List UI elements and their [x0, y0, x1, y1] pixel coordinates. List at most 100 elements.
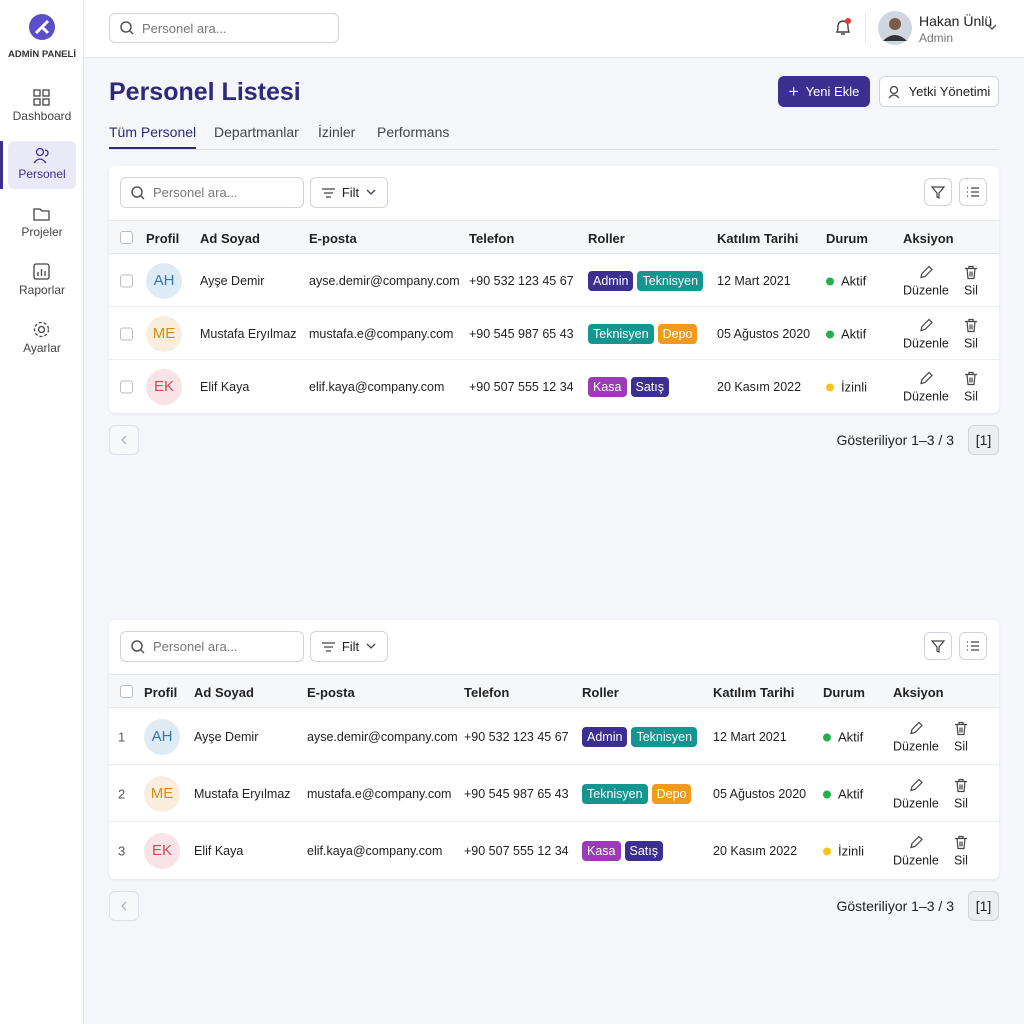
nav-label: Dashboard [12, 109, 72, 123]
filter-label: Filt [341, 639, 360, 654]
checkbox[interactable] [120, 274, 133, 287]
status-dot [826, 383, 834, 391]
prev-page[interactable] [109, 425, 139, 455]
edit-action[interactable]: Düzenle [903, 317, 949, 350]
edit-action[interactable]: Düzenle [893, 834, 939, 867]
avatar: AH [144, 718, 180, 755]
status: Aktif [823, 729, 863, 744]
delete-action[interactable]: Sil [953, 834, 969, 867]
tab[interactable]: İzinler [318, 124, 356, 140]
tab[interactable]: Departmanlar [214, 124, 299, 140]
email: ayse.demir@company.com [309, 273, 460, 288]
topbar: Personel ara... Hakan Ünlü Admin [84, 0, 1024, 58]
roles: Admin Teknisyen [588, 270, 707, 291]
roles: Admin Teknisyen [582, 726, 701, 747]
table-header: Profil Ad Soyad E-posta Telefon Roller Katılı… [109, 220, 999, 254]
nav-item[interactable]: Raporlar [8, 257, 76, 305]
roles: Teknisyen Depo [588, 323, 701, 344]
delete-action[interactable]: Sil [953, 777, 969, 810]
nav-item[interactable]: Ayarlar [8, 315, 76, 363]
active-indicator [0, 141, 3, 189]
edit-action[interactable]: Düzenle [893, 777, 939, 810]
join-date: 05 Ağustos 2020 [717, 326, 811, 341]
name: Ayşe Demir [194, 729, 259, 744]
edit-action[interactable]: Düzenle [893, 720, 939, 753]
list-icon[interactable] [959, 178, 987, 206]
delete-action[interactable]: Sil [963, 317, 979, 350]
column-header: Profil [146, 231, 180, 246]
column-header: Profil [144, 685, 178, 700]
action-label: Sil [954, 853, 968, 867]
name: Elif Kaya [200, 379, 250, 394]
row-number: 3 [118, 843, 126, 858]
sidebar: ADMİN PANELİ Dashboard Personel Projeler Ra… [0, 0, 84, 1024]
name: Mustafa Eryılmaz [200, 326, 297, 341]
action-label: Sil [964, 283, 978, 297]
edit-action[interactable]: Düzenle [903, 370, 949, 403]
nav-item[interactable]: Dashboard [8, 83, 76, 131]
pagination-info: Gösteriliyor 1–3 / 3 [836, 432, 955, 448]
search-placeholder: Personel ara... [153, 185, 238, 200]
page-title: Personel Listesi [109, 78, 301, 106]
search-placeholder: Personel ara... [142, 20, 227, 36]
page-button[interactable]: [1] [968, 425, 999, 455]
column-header: Aksiyon [893, 685, 944, 700]
column-header: Aksiyon [903, 231, 954, 246]
status: İzinli [823, 843, 864, 858]
tab[interactable]: Tüm Personel [109, 124, 197, 149]
table-row [109, 708, 999, 765]
search-box[interactable]: Personel ara... [109, 13, 339, 43]
delete-action[interactable]: Sil [963, 370, 979, 403]
phone: +90 545 987 65 43 [469, 326, 574, 341]
nav-item[interactable]: Personel [8, 141, 76, 189]
status: İzinli [826, 379, 867, 394]
roles: Kasa Satış [582, 840, 667, 861]
filter-icon[interactable] [924, 632, 952, 660]
checkbox[interactable] [120, 685, 133, 698]
email: mustafa.e@company.com [307, 786, 452, 801]
user-avatar[interactable] [878, 11, 912, 45]
role-tag: Admin [582, 726, 628, 747]
search-placeholder: Personel ara... [153, 639, 238, 654]
checkbox[interactable] [120, 231, 133, 244]
roles: Kasa Satış [588, 376, 673, 397]
table-card: Personel ara... Filt Profil Ad Soyad E-posta… [109, 166, 999, 413]
search-box[interactable]: Personel ara... [120, 177, 304, 208]
edit-action[interactable]: Düzenle [903, 264, 949, 297]
checkbox[interactable] [120, 327, 133, 340]
page-button[interactable]: [1] [968, 891, 999, 921]
role-tag: Teknisyen [582, 783, 648, 804]
avatar: EK [144, 832, 180, 869]
delete-action[interactable]: Sil [953, 720, 969, 753]
nav-label: Ayarlar [23, 341, 61, 355]
role-tag: Kasa [588, 376, 627, 397]
role-tag: Teknisyen [588, 323, 654, 344]
avatar: EK [146, 368, 182, 405]
chevron[interactable] [987, 24, 997, 32]
checkbox[interactable] [120, 380, 133, 393]
join-date: 05 Ağustos 2020 [713, 786, 807, 801]
nav-item[interactable]: Projeler [8, 199, 76, 247]
bell-icon[interactable] [834, 18, 852, 38]
list-icon[interactable] [959, 632, 987, 660]
tab[interactable]: Performans [377, 124, 450, 140]
phone: +90 507 555 12 34 [469, 379, 574, 394]
delete-action[interactable]: Sil [963, 264, 979, 297]
status-dot [823, 790, 831, 798]
join-date: 12 Mart 2021 [713, 729, 787, 744]
permissions-button[interactable]: Yetki Yönetimi [879, 76, 999, 107]
add-button[interactable]: + Yeni Ekle [778, 76, 870, 107]
status-label: Aktif [841, 326, 867, 341]
filter-button[interactable]: Filt [310, 631, 388, 662]
prev-page[interactable] [109, 891, 139, 921]
search-box[interactable]: Personel ara... [120, 631, 304, 662]
column-header: Durum [826, 231, 868, 246]
avatar: ME [146, 315, 182, 352]
filter-button[interactable]: Filt [310, 177, 388, 208]
email: elif.kaya@company.com [309, 379, 445, 394]
nav-label: Projeler [21, 225, 63, 239]
action-label: Sil [954, 796, 968, 810]
action-label: Sil [964, 389, 978, 403]
filter-icon[interactable] [924, 178, 952, 206]
name: Mustafa Eryılmaz [194, 786, 291, 801]
